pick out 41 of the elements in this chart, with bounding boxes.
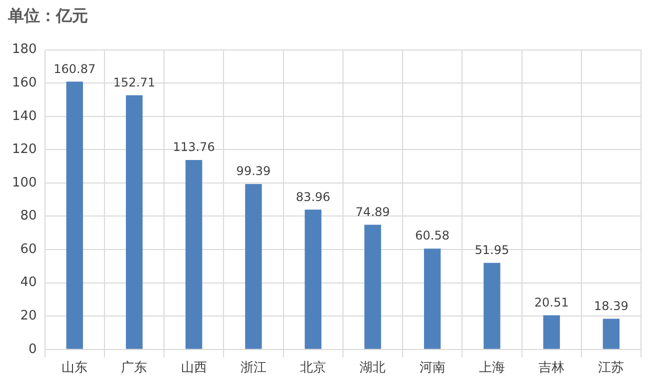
data-label: 20.51: [534, 295, 569, 310]
bar: [245, 184, 262, 349]
y-tick-label: 60: [20, 242, 37, 257]
x-tick-label: 山东: [62, 360, 88, 376]
bar: [484, 262, 500, 349]
bar: [543, 315, 560, 349]
x-tick-label: 吉林: [538, 360, 565, 376]
bar: [602, 318, 620, 349]
y-tick-label: 100: [12, 175, 37, 190]
bar: [364, 224, 382, 349]
x-tick-label: 北京: [300, 360, 326, 376]
chart-title: 单位：亿元: [8, 6, 88, 27]
data-label: 83.96: [296, 190, 330, 204]
x-tick-label: 上海: [478, 360, 505, 376]
y-tick-label: 0: [28, 342, 37, 357]
data-label: 152.71: [113, 75, 156, 90]
bar: [66, 82, 83, 349]
y-tick-label: 40: [20, 275, 37, 290]
data-label: 160.87: [54, 62, 96, 76]
y-tick-label: 140: [12, 108, 37, 124]
y-tick-label: 120: [12, 142, 37, 158]
x-tick-label: 江苏: [598, 360, 624, 376]
bar: [186, 160, 202, 349]
x-tick-label: 湖北: [360, 360, 386, 376]
x-tick-label: 浙江: [240, 360, 266, 376]
bar: [304, 210, 322, 349]
x-tick-label: 山西: [180, 360, 207, 376]
x-tick-label: 广东: [121, 360, 148, 376]
y-tick-label: 80: [20, 208, 37, 224]
bar: [126, 95, 143, 349]
y-tick-label: 160: [12, 75, 37, 90]
data-label: 60.58: [415, 228, 450, 243]
data-label: 18.39: [594, 298, 628, 313]
y-tick-label: 180: [12, 42, 37, 58]
data-label: 51.95: [474, 243, 510, 258]
data-label: 99.39: [236, 164, 271, 178]
bar: [424, 248, 441, 349]
data-label: 113.76: [172, 140, 215, 154]
x-tick-label: 河南: [419, 360, 446, 376]
data-label: 74.89: [356, 204, 390, 219]
y-tick-label: 20: [20, 308, 37, 324]
